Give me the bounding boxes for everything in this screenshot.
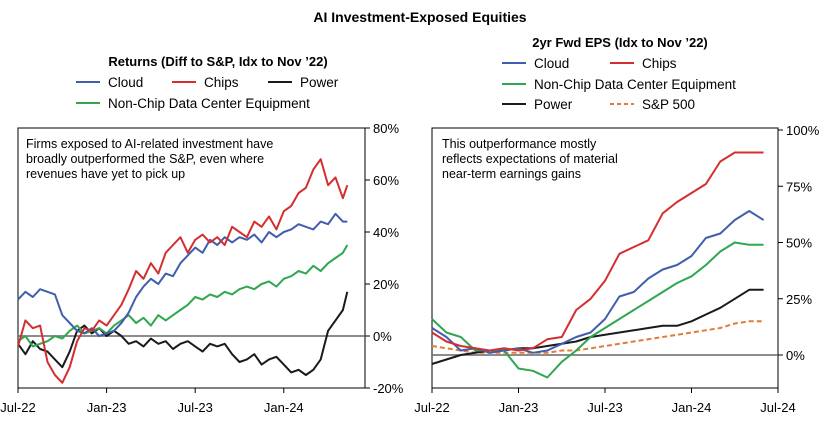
returns-x-tick-label: Jul-22 xyxy=(0,400,35,415)
returns-annotation: Firms exposed to AI-related investment h… xyxy=(26,137,273,181)
returns-series-cloud xyxy=(17,212,348,337)
eps-legend-label: Power xyxy=(534,97,573,112)
returns-series-power xyxy=(17,291,349,376)
returns-legend-label: Cloud xyxy=(108,75,143,90)
returns-y-tick-label: 40% xyxy=(373,225,399,240)
eps-legend-label: Chips xyxy=(642,56,677,71)
returns-y-tick-label: 20% xyxy=(373,277,399,292)
returns-x-tick-label: Jan-24 xyxy=(264,400,304,415)
eps-x-tick-label: Jul-24 xyxy=(760,400,795,415)
eps-x-tick-label: Jan-23 xyxy=(499,400,539,415)
returns-legend-label: Non-Chip Data Center Equipment xyxy=(108,96,310,111)
returns-y-tick-label: 0% xyxy=(373,329,392,344)
returns-x-tick-label: Jan-23 xyxy=(87,400,127,415)
returns-y-tick-label: -20% xyxy=(373,381,404,396)
returns-legend-label: Power xyxy=(300,75,339,90)
eps-annotation-line: reflects expectations of material xyxy=(442,152,618,166)
figure-title: AI Investment-Exposed Equities xyxy=(313,9,526,25)
returns-y-tick-label: 60% xyxy=(373,173,399,188)
returns-x-tick-label: Jul-23 xyxy=(177,400,212,415)
eps-y-tick-label: 25% xyxy=(786,292,812,307)
eps-y-tick-label: 50% xyxy=(786,236,812,251)
eps-y-tick-label: 100% xyxy=(786,123,820,138)
returns-y-tick-label: 80% xyxy=(373,121,399,136)
returns-annotation-line: Firms exposed to AI-related investment h… xyxy=(26,137,273,151)
eps-x-tick-label: Jul-22 xyxy=(414,400,449,415)
eps-chart: 2yr Fwd EPS (Idx to Nov ’22) Cloud Chips No… xyxy=(414,35,819,415)
eps-annotation-line: This outperformance mostly xyxy=(442,137,597,151)
eps-legend-label: Cloud xyxy=(534,56,569,71)
returns-series-chips xyxy=(17,158,349,384)
eps-series-cloud xyxy=(431,210,765,354)
eps-series-chips xyxy=(431,151,764,352)
eps-y-tick-label: 75% xyxy=(786,179,812,194)
eps-y-tick-label: 0% xyxy=(786,348,805,363)
returns-annotation-line: broadly outperformed the S&P, even where xyxy=(26,152,264,166)
eps-x-tick-label: Jan-24 xyxy=(672,400,712,415)
returns-plot-frame xyxy=(17,127,366,389)
eps-title: 2yr Fwd EPS (Idx to Nov ’22) xyxy=(532,35,708,50)
eps-legend-label: S&P 500 xyxy=(642,97,695,112)
eps-x-tick-label: Jul-23 xyxy=(587,400,622,415)
returns-chart: Returns (Diff to S&P, Idx to Nov ’22) Clo… xyxy=(0,54,404,415)
eps-legend-label: Non-Chip Data Center Equipment xyxy=(534,77,736,92)
eps-annotation: This outperformance mostly reflects expec… xyxy=(442,137,618,181)
returns-legend-label: Chips xyxy=(204,75,239,90)
returns-title: Returns (Diff to S&P, Idx to Nov ’22) xyxy=(108,54,327,69)
returns-annotation-line: revenues have yet to pick up xyxy=(26,167,185,181)
eps-annotation-line: near-term earnings gains xyxy=(442,167,581,181)
